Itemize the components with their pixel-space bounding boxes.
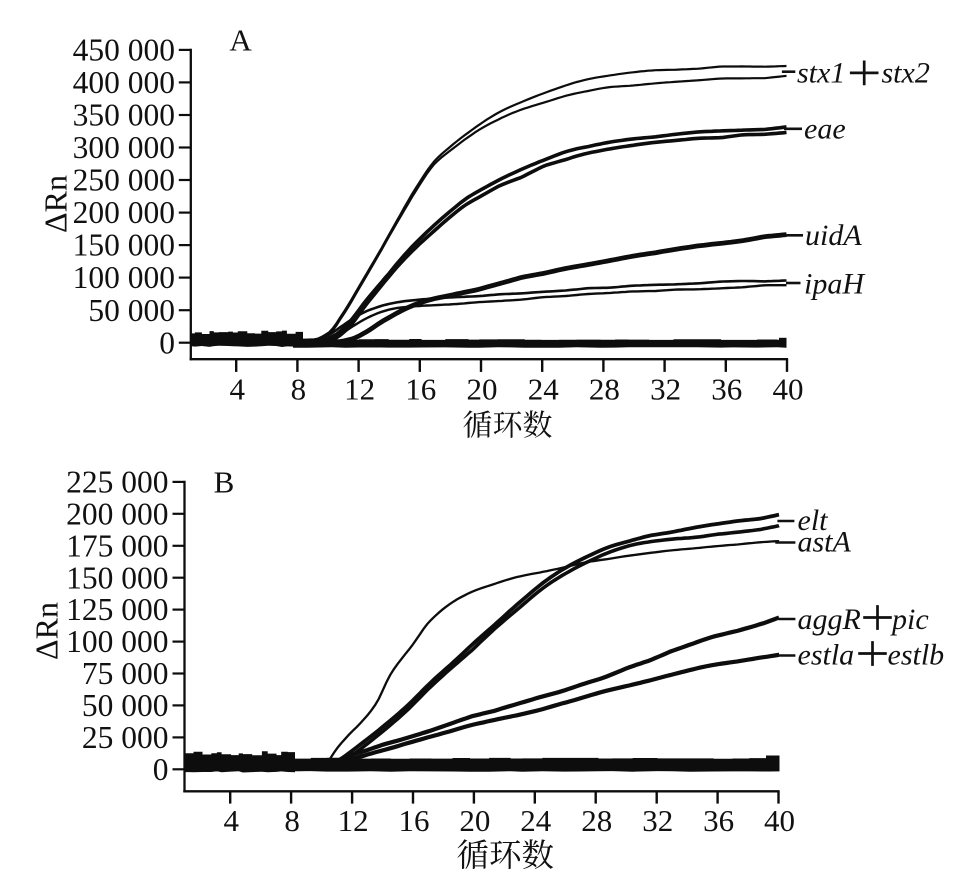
svg-text:100 000: 100 000 bbox=[66, 624, 168, 659]
svg-text:125 000: 125 000 bbox=[66, 592, 168, 627]
svg-text:40: 40 bbox=[773, 372, 804, 407]
svg-text:225 000: 225 000 bbox=[66, 465, 168, 500]
svg-text:50 000: 50 000 bbox=[82, 688, 169, 723]
svg-text:12: 12 bbox=[344, 372, 375, 407]
svg-text:200 000: 200 000 bbox=[66, 496, 168, 531]
svg-text:28: 28 bbox=[589, 372, 620, 407]
svg-text:aggR: aggR bbox=[798, 603, 861, 636]
svg-text:pic: pic bbox=[890, 603, 929, 636]
svg-text:350 000: 350 000 bbox=[73, 98, 175, 133]
svg-text:28: 28 bbox=[581, 803, 612, 838]
svg-text:4: 4 bbox=[223, 803, 239, 838]
svg-text:B: B bbox=[214, 465, 235, 500]
svg-text:450 000: 450 000 bbox=[73, 33, 175, 68]
svg-text:stx1: stx1 bbox=[797, 57, 845, 90]
svg-text:12: 12 bbox=[338, 803, 369, 838]
svg-text:300 000: 300 000 bbox=[73, 130, 175, 165]
svg-text:16: 16 bbox=[399, 803, 430, 838]
svg-text:50 000: 50 000 bbox=[88, 293, 175, 328]
svg-text:ΔRn: ΔRn bbox=[38, 175, 74, 233]
svg-text:24: 24 bbox=[528, 372, 560, 407]
svg-text:A: A bbox=[229, 23, 252, 58]
svg-text:32: 32 bbox=[650, 372, 681, 407]
svg-text:150 000: 150 000 bbox=[66, 560, 168, 595]
svg-text:16: 16 bbox=[405, 372, 436, 407]
svg-text:eae: eae bbox=[804, 113, 846, 146]
svg-text:250 000: 250 000 bbox=[73, 163, 175, 198]
svg-text:ipaH: ipaH bbox=[804, 268, 866, 301]
svg-text:20: 20 bbox=[467, 372, 498, 407]
svg-text:8: 8 bbox=[291, 372, 307, 407]
svg-text:150 000: 150 000 bbox=[73, 228, 175, 263]
svg-text:4: 4 bbox=[229, 372, 245, 407]
svg-text:100 000: 100 000 bbox=[73, 260, 175, 295]
svg-text:36: 36 bbox=[711, 372, 742, 407]
svg-text:estlb: estlb bbox=[888, 639, 945, 672]
svg-text:200 000: 200 000 bbox=[73, 195, 175, 230]
svg-text:0: 0 bbox=[153, 752, 169, 787]
svg-text:stx2: stx2 bbox=[882, 57, 930, 90]
svg-text:uidA: uidA bbox=[805, 219, 862, 252]
svg-text:8: 8 bbox=[284, 803, 300, 838]
svg-text:75 000: 75 000 bbox=[82, 656, 169, 691]
svg-text:32: 32 bbox=[642, 803, 673, 838]
svg-text:ΔRn: ΔRn bbox=[29, 602, 65, 660]
svg-text:175 000: 175 000 bbox=[66, 528, 168, 563]
svg-text:400 000: 400 000 bbox=[73, 65, 175, 100]
svg-text:0: 0 bbox=[159, 325, 175, 360]
svg-text:20: 20 bbox=[459, 803, 490, 838]
svg-text:24: 24 bbox=[520, 803, 552, 838]
svg-text:astA: astA bbox=[798, 526, 852, 559]
svg-text:36: 36 bbox=[703, 803, 734, 838]
svg-text:25 000: 25 000 bbox=[82, 720, 169, 755]
svg-text:elt: elt bbox=[798, 504, 829, 537]
svg-text:40: 40 bbox=[764, 803, 795, 838]
svg-text:estla: estla bbox=[798, 639, 855, 672]
